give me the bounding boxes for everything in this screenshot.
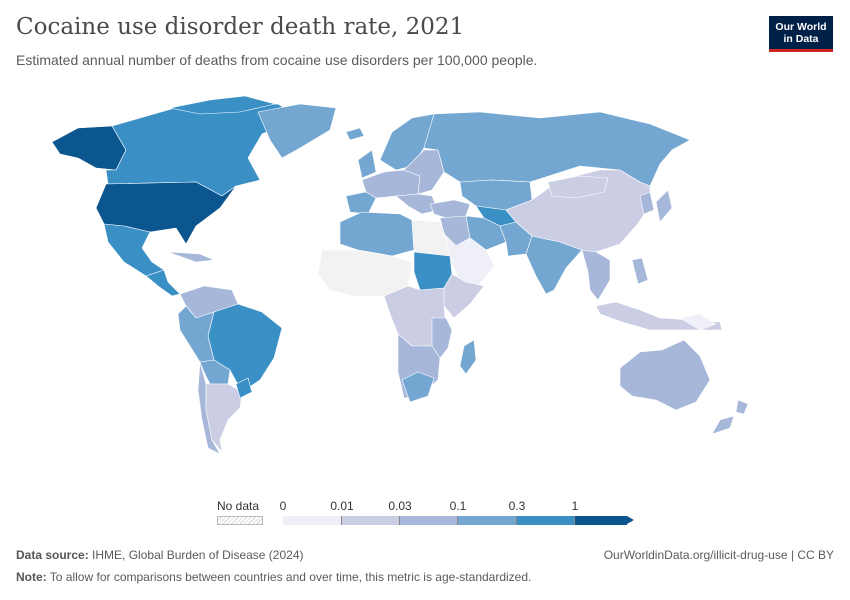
legend-bin-4[interactable] (517, 516, 575, 525)
region-southeast-asia[interactable] (581, 249, 611, 301)
source-url-link[interactable]: OurWorldinData.org/illicit-drug-use | CC… (603, 548, 834, 562)
region-australia[interactable] (619, 339, 711, 411)
legend-bin-3[interactable] (458, 516, 517, 525)
data-source: Data source: IHME, Global Burden of Dise… (16, 548, 303, 562)
owid-logo[interactable]: Our World in Data (769, 16, 833, 52)
region-papua-new-guinea[interactable] (679, 313, 717, 331)
legend-bin-1[interactable] (342, 516, 400, 525)
no-data-swatch (217, 516, 263, 525)
region-canada-arctic[interactable] (169, 95, 276, 115)
logo-line-1: Our World (775, 21, 827, 33)
no-data-label: No data (217, 499, 260, 513)
world-map (51, 95, 749, 455)
chart-title: Cocaine use disorder death rate, 2021 (16, 14, 465, 40)
data-source-label: Data source: (16, 548, 89, 562)
region-new-zealand[interactable] (711, 399, 749, 435)
legend-tick-5: 1 (571, 499, 579, 513)
region-russia[interactable] (423, 111, 691, 187)
region-uruguay[interactable] (235, 377, 253, 399)
region-china[interactable] (505, 169, 651, 253)
legend-bin-2[interactable] (400, 516, 458, 525)
region-korea-japan[interactable] (639, 189, 673, 223)
region-mongolia[interactable] (547, 175, 609, 199)
region-caribbean[interactable] (167, 251, 215, 263)
region-greenland[interactable] (257, 103, 337, 159)
legend-tick-2: 0.03 (388, 499, 412, 513)
region-turkey-caucasus[interactable] (429, 199, 471, 219)
legend-arrow-icon (627, 516, 634, 524)
region-arabia[interactable] (443, 233, 495, 287)
region-alaska[interactable] (51, 125, 127, 171)
region-north-africa[interactable] (339, 211, 415, 257)
legend-tick-0: 0 (279, 499, 287, 513)
region-west-africa[interactable] (317, 249, 413, 297)
logo-line-2: in Data (783, 33, 819, 45)
region-eastern-europe[interactable] (403, 149, 445, 195)
note-text: To allow for comparisons between countri… (49, 570, 532, 584)
region-south-africa[interactable] (401, 371, 435, 403)
region-philippines[interactable] (631, 257, 649, 285)
region-iceland[interactable] (345, 127, 365, 141)
note-label: Note: (16, 570, 47, 584)
region-egypt-libya[interactable] (411, 219, 451, 257)
legend-bin-0[interactable] (283, 516, 342, 525)
region-argentina[interactable] (205, 383, 243, 453)
region-madagascar[interactable] (459, 339, 477, 375)
color-legend: No data 0 0.01 0.03 0.1 0.3 1 (0, 495, 850, 535)
region-uk-ireland[interactable] (357, 149, 377, 179)
region-horn-of-africa[interactable] (443, 273, 485, 319)
legend-bin-5[interactable] (575, 516, 627, 525)
chart-subtitle: Estimated annual number of deaths from c… (16, 52, 538, 68)
note: Note: To allow for comparisons between c… (16, 570, 531, 584)
data-source-text: IHME, Global Burden of Disease (2024) (92, 548, 304, 562)
region-mexico[interactable] (103, 223, 165, 277)
region-iberia[interactable] (345, 191, 377, 215)
legend-tick-3: 0.1 (449, 499, 467, 513)
legend-tick-1: 0.01 (330, 499, 354, 513)
region-brazil[interactable] (207, 303, 283, 393)
legend-tick-4: 0.3 (508, 499, 526, 513)
